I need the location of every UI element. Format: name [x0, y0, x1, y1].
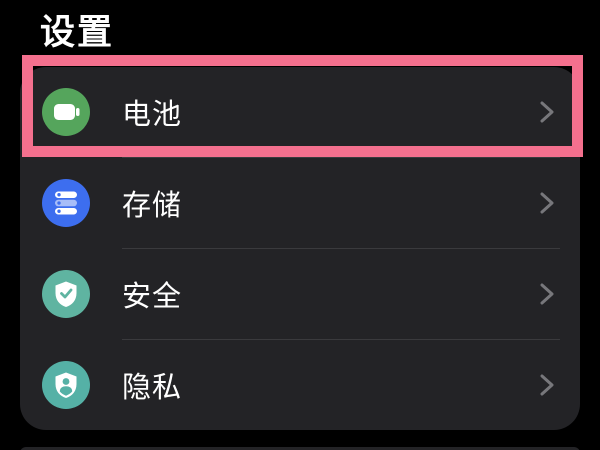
chevron-right-icon — [536, 97, 558, 127]
privacy-shield-icon — [42, 361, 90, 409]
list-item-privacy[interactable]: 隐私 — [20, 340, 580, 430]
list-item-battery[interactable]: 电池 — [20, 67, 580, 157]
settings-list: 电池 存储 — [20, 67, 580, 430]
list-item-security[interactable]: 安全 — [20, 249, 580, 339]
storage-icon — [42, 179, 90, 227]
next-card-partial — [20, 447, 580, 450]
list-item-label: 存储 — [122, 188, 183, 222]
list-item-label: 电池 — [122, 97, 183, 131]
row-divider — [122, 339, 560, 340]
page-title: 设置 — [40, 13, 115, 53]
chevron-right-icon — [536, 370, 558, 400]
row-divider — [122, 157, 560, 158]
list-item-storage[interactable]: 存储 — [20, 158, 580, 248]
security-shield-icon — [42, 270, 90, 318]
list-item-label: 安全 — [122, 279, 183, 313]
chevron-right-icon — [536, 188, 558, 218]
list-item-label: 隐私 — [122, 370, 183, 404]
battery-icon — [42, 88, 90, 136]
row-divider — [122, 248, 560, 249]
chevron-right-icon — [536, 279, 558, 309]
